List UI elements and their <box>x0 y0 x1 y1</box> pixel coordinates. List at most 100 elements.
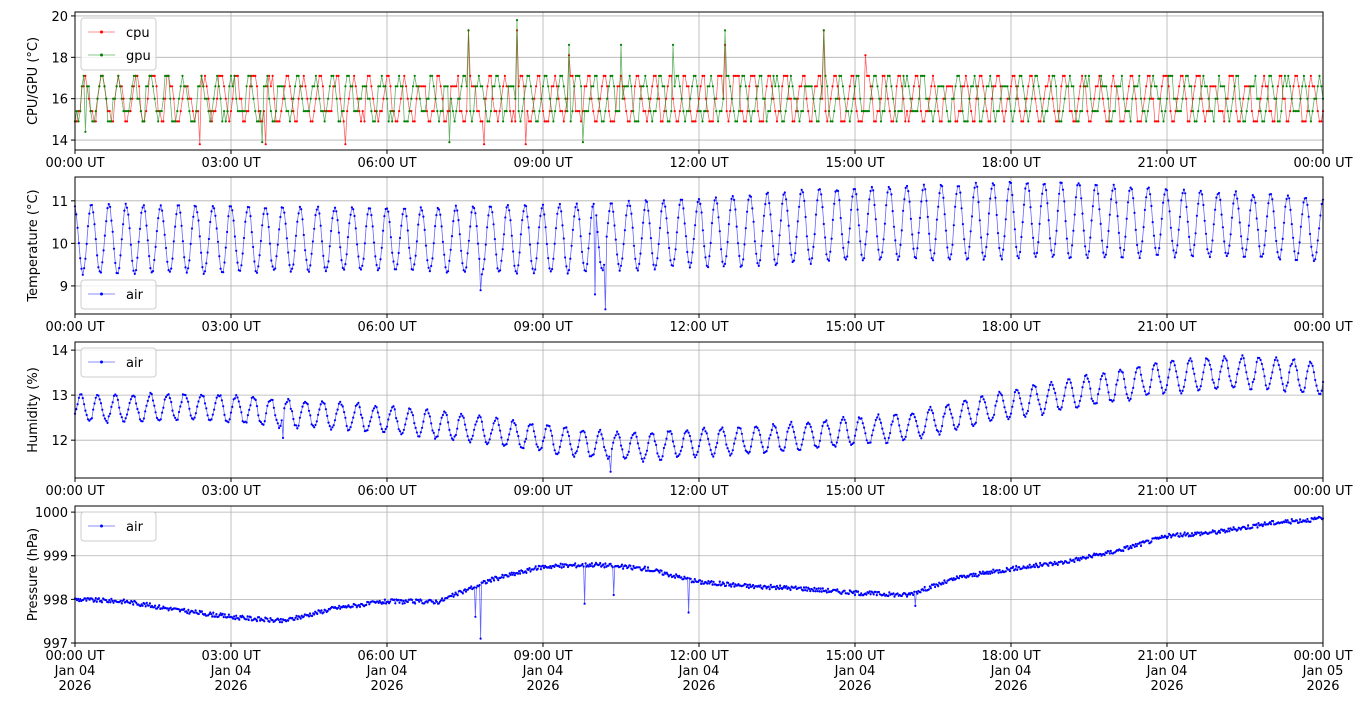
data-point-air <box>1251 380 1254 384</box>
data-point-air <box>382 229 385 232</box>
data-point-gpu <box>543 74 546 77</box>
data-point-air <box>311 424 314 427</box>
data-point-cpu <box>555 85 559 88</box>
data-point-air <box>890 423 893 426</box>
data-point-air <box>655 443 658 446</box>
data-point-air <box>860 592 863 595</box>
data-point-cpu <box>734 74 737 77</box>
data-point-air <box>219 612 222 615</box>
data-point-air <box>77 242 80 245</box>
data-point-cpu <box>691 120 694 123</box>
data-point-air <box>1107 229 1110 233</box>
data-point-air <box>925 199 928 202</box>
data-point-air <box>775 584 779 588</box>
data-point-air <box>610 202 614 205</box>
data-point-air <box>636 269 640 272</box>
data-point-air <box>544 428 547 431</box>
data-point-air <box>557 206 560 209</box>
data-point-gpu <box>1016 85 1020 88</box>
series-gpu <box>73 19 1325 144</box>
data-point-gpu <box>687 110 690 113</box>
data-point-air <box>881 251 884 254</box>
data-point-air <box>682 437 685 440</box>
data-point-air <box>140 211 143 214</box>
data-point-air <box>922 183 926 186</box>
data-point-air <box>639 252 642 255</box>
data-point-air <box>203 612 207 616</box>
data-point-gpu <box>1219 85 1222 88</box>
data-point-gpu <box>75 110 78 113</box>
data-point-gpu <box>387 120 390 123</box>
data-point-air <box>441 597 444 600</box>
data-point-air <box>508 209 511 212</box>
data-point-air <box>154 245 157 248</box>
data-point-air <box>1203 363 1206 367</box>
data-point-cpu <box>425 110 428 113</box>
data-point-air <box>991 571 994 575</box>
data-point-gpu <box>743 74 746 77</box>
data-point-air <box>194 609 197 612</box>
data-point-cpu <box>1252 120 1255 123</box>
data-point-gpu <box>791 85 794 88</box>
data-point-gpu <box>862 110 865 113</box>
data-point-air <box>718 580 721 583</box>
data-point-gpu <box>377 85 380 88</box>
data-point-air <box>449 248 452 251</box>
data-point-cpu <box>843 120 846 123</box>
data-point-air <box>1060 181 1063 184</box>
data-point-air <box>995 213 998 217</box>
data-point-air <box>1133 211 1136 214</box>
data-point-air <box>1046 395 1049 398</box>
data-point-air <box>834 445 837 448</box>
data-point-cpu <box>654 74 657 77</box>
data-point-air <box>748 583 752 586</box>
data-point-air <box>665 437 668 440</box>
data-point-air <box>333 206 337 209</box>
data-point-cpu <box>769 74 772 77</box>
data-point-gpu <box>900 110 903 113</box>
data-point-air <box>935 429 939 432</box>
data-point-cpu <box>1276 85 1279 88</box>
data-point-air <box>1262 252 1265 255</box>
data-point-air <box>735 431 738 435</box>
data-point-air <box>1098 387 1101 391</box>
data-point-air <box>447 270 450 273</box>
data-point-air <box>145 404 148 407</box>
data-point-air <box>93 402 96 405</box>
data-point-air <box>1159 380 1162 383</box>
data-point-air <box>733 198 736 201</box>
data-point-gpu <box>789 74 793 77</box>
data-point-cpu <box>996 74 999 77</box>
data-point-air <box>820 590 823 593</box>
data-point-cpu <box>372 97 375 100</box>
data-point-gpu <box>301 97 304 100</box>
data-point-gpu <box>446 85 449 88</box>
data-point-air <box>1258 245 1261 248</box>
data-point-air <box>1288 197 1291 200</box>
data-point-cpu <box>1120 120 1123 123</box>
data-point-gpu <box>1046 110 1049 113</box>
data-point-gpu <box>110 120 113 123</box>
data-point-air <box>420 599 423 602</box>
data-point-air <box>974 181 978 184</box>
data-point-gpu <box>392 110 395 113</box>
data-point-air <box>779 219 783 222</box>
data-point-air <box>1223 240 1226 243</box>
data-point-cpu <box>739 110 742 113</box>
data-point-air <box>937 430 940 433</box>
data-point-air <box>205 407 208 410</box>
data-point-air <box>1173 364 1176 367</box>
data-point-air <box>714 446 718 449</box>
data-point-gpu <box>753 110 756 113</box>
data-point-air <box>729 209 732 212</box>
data-point-cpu <box>997 74 1001 77</box>
data-point-gpu <box>814 110 817 113</box>
data-point-air <box>872 429 875 432</box>
data-point-gpu <box>573 85 576 88</box>
data-point-air <box>907 423 910 426</box>
data-point-air <box>638 262 641 265</box>
data-point-air <box>1275 239 1278 243</box>
data-point-gpu <box>229 74 233 77</box>
data-point-air <box>865 593 868 596</box>
data-point-gpu <box>1029 110 1032 113</box>
